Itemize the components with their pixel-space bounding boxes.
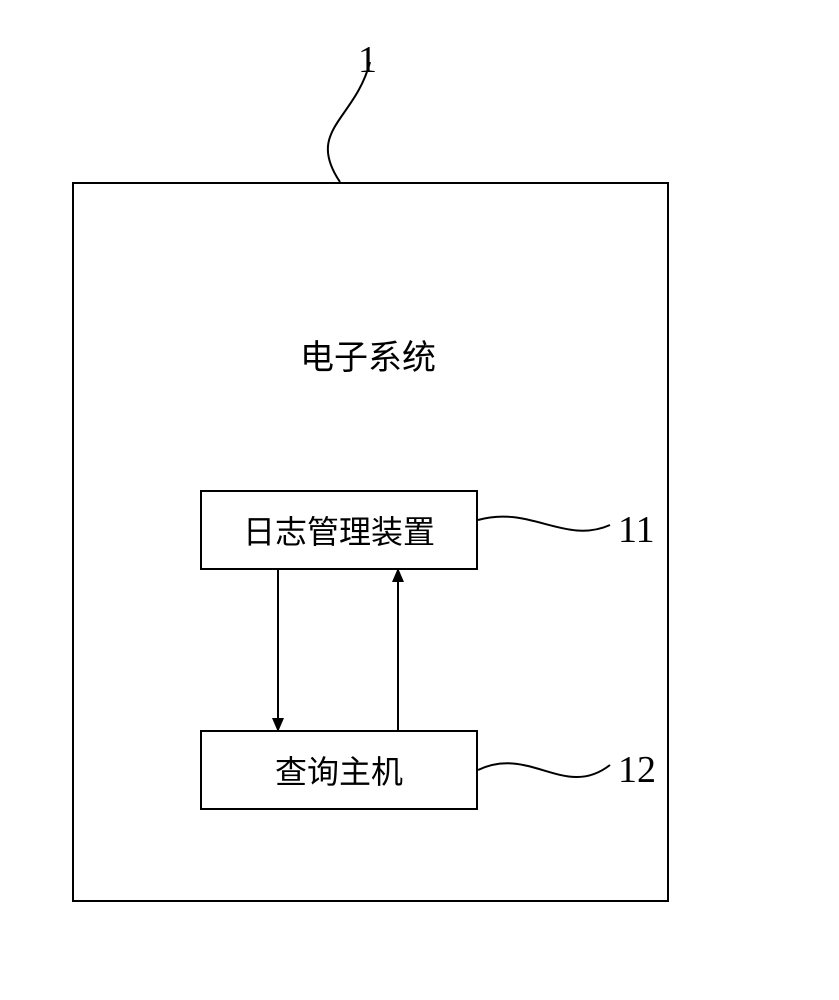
log-management-box: 日志管理装置 <box>200 490 478 570</box>
callout-number-11: 11 <box>618 508 655 552</box>
callout-number-12: 12 <box>618 748 656 792</box>
diagram-canvas: 电子系统 日志管理装置 查询主机 1 11 12 <box>0 0 839 1000</box>
system-container-label: 电子系统 <box>300 330 436 379</box>
log-management-label: 日志管理装置 <box>243 507 435 553</box>
callout-number-1: 1 <box>358 38 377 82</box>
query-host-label: 查询主机 <box>275 747 403 793</box>
query-host-box: 查询主机 <box>200 730 478 810</box>
